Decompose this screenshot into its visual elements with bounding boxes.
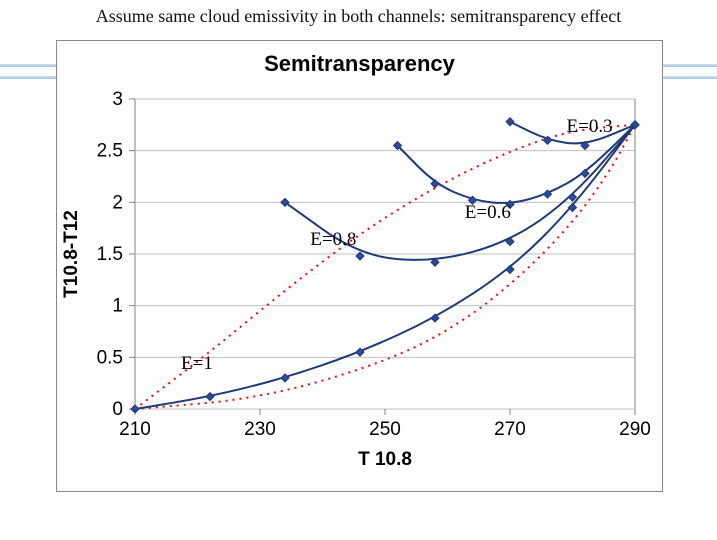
chart-plot: 210 230 250 270 290 0 0.5 1 1.5 2 2.5 3 T 10.8 T10.8-… <box>57 77 662 491</box>
chart-title: Semitransparency <box>57 51 662 77</box>
svg-text:250: 250 <box>369 419 401 440</box>
slide-caption: Assume same cloud emissivity in both cha… <box>0 6 717 27</box>
svg-text:290: 290 <box>619 419 651 440</box>
svg-text:1: 1 <box>112 296 123 317</box>
svg-text:T10.8-T12: T10.8-T12 <box>61 210 82 298</box>
svg-text:0: 0 <box>112 399 123 420</box>
svg-text:270: 270 <box>494 419 526 440</box>
svg-text:2: 2 <box>112 192 123 213</box>
svg-text:210: 210 <box>119 419 151 440</box>
svg-text:2.5: 2.5 <box>97 141 123 162</box>
svg-text:1.5: 1.5 <box>97 244 123 265</box>
svg-text:0.5: 0.5 <box>97 347 123 368</box>
svg-text:230: 230 <box>244 419 276 440</box>
svg-text:3: 3 <box>112 89 123 110</box>
slide: Assume same cloud emissivity in both cha… <box>0 0 717 540</box>
chart-frame: Semitransparency 210 230 250 270 290 0 0.5 1 1.5… <box>56 40 663 492</box>
svg-text:T 10.8: T 10.8 <box>358 449 412 470</box>
